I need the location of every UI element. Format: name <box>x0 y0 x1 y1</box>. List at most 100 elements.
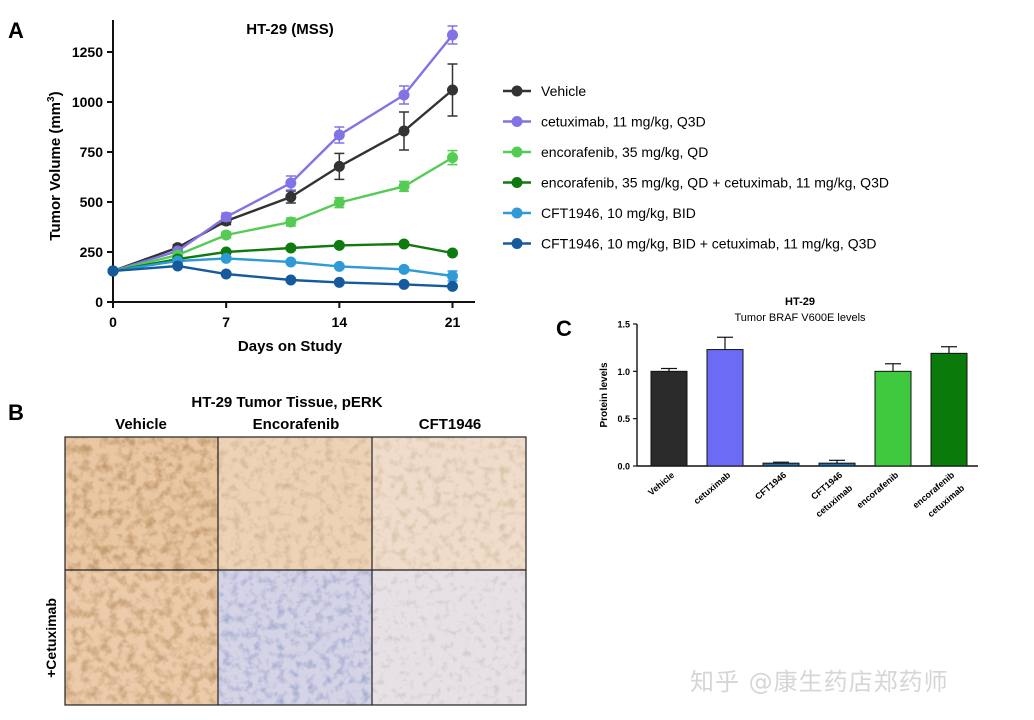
legend-item: cetuximab, 11 mg/kg, Q3D <box>503 114 706 130</box>
braf-protein-bar-chart: HT-29 Tumor BRAF V600E levels Protein le… <box>599 296 978 519</box>
data-point <box>398 125 410 137</box>
bar-group <box>650 367 688 467</box>
data-point <box>333 160 345 172</box>
histology-panel: HT-29 Tumor Tissue, pERK Vehicle Encoraf… <box>43 394 527 706</box>
chart-a-x-tick-label: 21 <box>445 314 461 330</box>
legend-item: encorafenib, 35 mg/kg, QD <box>503 144 708 160</box>
tissue-image-cft1946-cetuximab <box>372 570 526 705</box>
data-point <box>285 256 297 268</box>
series-line <box>112 156 454 273</box>
data-point <box>447 247 458 259</box>
data-point <box>333 276 345 288</box>
data-point <box>333 260 345 272</box>
tissue-image-vehicle <box>65 437 218 570</box>
legend-item: Vehicle <box>503 83 586 99</box>
bar-category-label: CFT1946 <box>753 470 788 502</box>
chart-a-y-tick-label: 250 <box>80 244 104 260</box>
chart-a-y-label-sup: 3 <box>46 96 57 102</box>
bar-category-label: Vehicle <box>646 470 676 498</box>
data-point <box>285 274 297 286</box>
legend-label: cetuximab, 11 mg/kg, Q3D <box>541 114 706 130</box>
data-point <box>398 263 410 275</box>
chart-a-y-label: Tumor Volume (mm3) <box>46 91 64 240</box>
histology-col-encorafenib: Encorafenib <box>253 416 340 433</box>
chart-c-y-tick-label: 0.5 <box>617 414 630 424</box>
chart-a-title: HT-29 (MSS) <box>246 21 334 38</box>
data-point <box>398 238 410 250</box>
legend-marker <box>511 85 523 97</box>
bar-group <box>874 363 912 467</box>
chart-a-y-tick-label: 750 <box>80 144 104 160</box>
tissue-image-vehicle-cetuximab <box>65 570 218 705</box>
bar-category-label: cetuximab <box>692 470 733 507</box>
data-point <box>285 177 297 189</box>
legend-marker <box>511 238 523 249</box>
legend-item: CFT1946, 10 mg/kg, BID + cetuximab, 11 m… <box>503 236 877 252</box>
legend-label: encorafenib, 35 mg/kg, QD <box>541 144 708 160</box>
legend-label: CFT1946, 10 mg/kg, BID + cetuximab, 11 m… <box>541 236 877 252</box>
chart-a-x-tick-label: 0 <box>109 314 117 330</box>
chart-a-y-label-main: Tumor Volume (mm <box>47 102 64 241</box>
chart-a-y-tick-label: 500 <box>80 194 104 210</box>
bar <box>818 462 856 467</box>
bar <box>930 352 968 467</box>
data-point <box>285 216 297 228</box>
bar-group <box>930 346 968 467</box>
data-point <box>447 29 458 41</box>
tumor-volume-line-chart: HT-29 (MSS) 0 250 500 750 1000 1250 0 7 14 21 Da… <box>46 20 889 355</box>
bar-group <box>818 459 856 467</box>
chart-a-y-tick-label: 1000 <box>72 94 103 110</box>
chart-a-x-label: Days on Study <box>238 338 343 355</box>
panel-c-letter: C <box>556 316 572 341</box>
chart-a-legend: Vehicle cetuximab, 11 mg/kg, Q3D encorafen… <box>503 83 889 252</box>
histology-grid-lines <box>64 436 527 706</box>
legend-item: CFT1946, 10 mg/kg, BID <box>503 205 696 221</box>
data-point <box>333 129 345 141</box>
chart-a-y-label-close: ) <box>47 91 64 96</box>
data-point <box>107 265 119 277</box>
data-point <box>285 242 297 254</box>
chart-a-series-5 <box>107 260 458 292</box>
panel-a-letter: A <box>8 18 24 43</box>
data-point <box>398 180 410 192</box>
bar-category-label: encorafenib <box>855 470 901 511</box>
chart-a-y-tick-label: 0 <box>95 294 103 310</box>
chart-c-y-tick-label: 1.0 <box>617 367 630 377</box>
data-point <box>398 89 410 101</box>
legend-marker <box>511 207 523 219</box>
data-point <box>447 280 458 292</box>
tissue-image-cft1946 <box>372 437 526 570</box>
watermark-text: 知乎 @康生药店郑药师 <box>690 668 949 696</box>
legend-label: CFT1946, 10 mg/kg, BID <box>541 205 696 221</box>
data-point <box>333 239 345 251</box>
chart-c-y-label: Protein levels <box>599 362 610 427</box>
bar <box>706 349 744 467</box>
chart-c-y-tick-label: 1.5 <box>617 320 630 330</box>
data-point <box>333 197 345 209</box>
data-point <box>220 211 232 223</box>
data-point <box>447 152 458 164</box>
series-line <box>112 34 454 273</box>
data-point <box>220 268 232 280</box>
chart-a-x-tick-label: 14 <box>332 314 348 330</box>
bar <box>874 370 912 467</box>
chart-a-x-tick-label: 7 <box>222 314 230 330</box>
histology-col-cft1946: CFT1946 <box>419 416 482 433</box>
data-point <box>220 252 232 264</box>
legend-item: encorafenib, 35 mg/kg, QD + cetuximab, 1… <box>503 175 889 191</box>
histology-row-cetuximab: +Cetuximab <box>43 598 59 678</box>
bar-group <box>762 461 800 467</box>
legend-label: encorafenib, 35 mg/kg, QD + cetuximab, 1… <box>541 175 889 191</box>
data-point <box>447 270 458 282</box>
data-point <box>220 229 232 241</box>
legend-marker <box>511 146 523 158</box>
data-point <box>285 191 297 203</box>
bar-group <box>706 336 744 467</box>
bar <box>762 462 800 467</box>
legend-label: Vehicle <box>541 83 586 99</box>
tissue-image-encorafenib-cetuximab <box>218 570 372 705</box>
data-point <box>398 278 410 290</box>
chart-c-subtitle: Tumor BRAF V600E levels <box>734 312 866 324</box>
histology-col-vehicle: Vehicle <box>115 416 167 433</box>
